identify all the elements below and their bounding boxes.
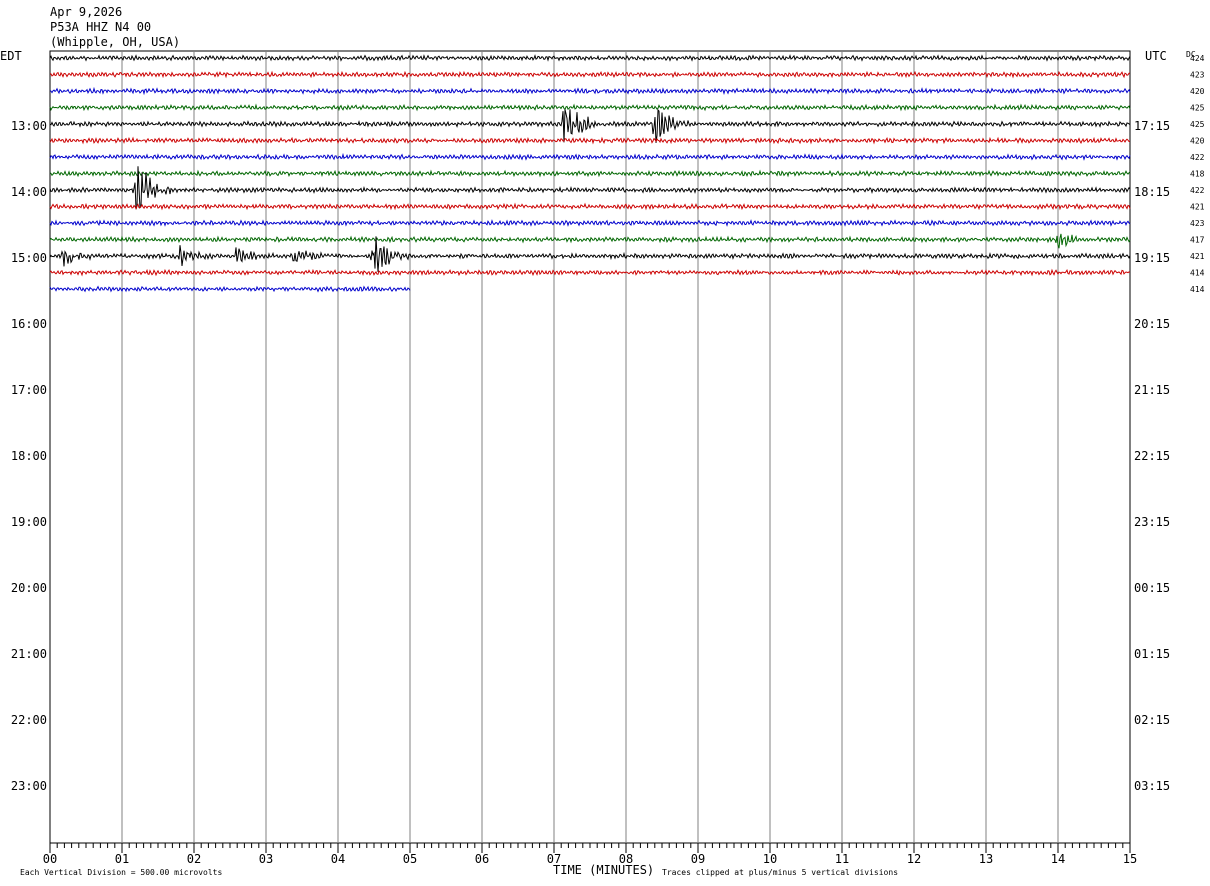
dc-value: 423 (1190, 71, 1205, 80)
utc-hour-label: 21:15 (1134, 383, 1170, 397)
dc-value: 421 (1190, 203, 1205, 212)
dc-value: 425 (1190, 104, 1205, 113)
edt-hour-label: 20:00 (11, 581, 47, 595)
trace-line-14 (49, 268, 1131, 277)
x-tick-label: 15 (1123, 852, 1137, 866)
edt-hour-label: 15:00 (11, 251, 47, 265)
trace-line-1 (49, 54, 1131, 62)
utc-hour-label: 19:15 (1134, 251, 1170, 265)
x-tick-label: 03 (259, 852, 273, 866)
x-tick-label: 11 (835, 852, 849, 866)
x-tick-label: 07 (547, 852, 561, 866)
edt-label: EDT (0, 49, 22, 63)
trace-line-3 (49, 86, 1131, 96)
x-tick-label: 02 (187, 852, 201, 866)
trace-line-15 (49, 285, 411, 293)
x-tick-label: 10 (763, 852, 777, 866)
x-tick-label: 00 (43, 852, 57, 866)
utc-hour-label: 02:15 (1134, 713, 1170, 727)
edt-hour-label: 13:00 (11, 119, 47, 133)
trace-line-4 (49, 103, 1131, 112)
edt-hour-label: 17:00 (11, 383, 47, 397)
trace-line-7 (49, 152, 1131, 161)
utc-hour-label: 00:15 (1134, 581, 1170, 595)
edt-hour-label: 22:00 (11, 713, 47, 727)
utc-hour-label: 01:15 (1134, 647, 1170, 661)
x-axis: 00 01 02 03 04 05 06 07 08 09 10 11 12 13 14 15 (43, 843, 1137, 866)
dc-values: 424 423 420 425 425 420 422 418 422 421 423 417 421 4… (1190, 54, 1205, 294)
x-tick-label: 05 (403, 852, 417, 866)
trace-line-13 (49, 236, 1131, 272)
dc-value: 414 (1190, 285, 1205, 294)
plot-frame (49, 50, 1131, 844)
clip-note: Traces clipped at plus/minus 5 vertical … (662, 868, 898, 877)
dc-value: 414 (1190, 269, 1205, 278)
header-station: P53A HHZ N4 00 (50, 20, 151, 34)
utc-hour-label: 22:15 (1134, 449, 1170, 463)
x-tick-label: 12 (907, 852, 921, 866)
x-tick-label: 09 (691, 852, 705, 866)
dc-value: 417 (1190, 236, 1205, 245)
edt-hour-label: 19:00 (11, 515, 47, 529)
dc-label: DC (1186, 50, 1196, 59)
edt-hour-label: 18:00 (11, 449, 47, 463)
trace-line-11 (49, 219, 1131, 227)
dc-value: 423 (1190, 219, 1205, 228)
utc-hour-label: 17:15 (1134, 119, 1170, 133)
x-axis-title: TIME (MINUTES) (553, 863, 654, 877)
trace-line-2 (49, 70, 1131, 79)
dc-value: 424 (1190, 54, 1205, 63)
x-tick-label: 08 (619, 852, 633, 866)
edt-hour-label: 16:00 (11, 317, 47, 331)
x-tick-label: 06 (475, 852, 489, 866)
grid-lines (121, 51, 1059, 843)
dc-value: 418 (1190, 170, 1205, 179)
trace-line-10 (49, 202, 1131, 211)
dc-value: 422 (1190, 186, 1205, 195)
edt-hour-label: 21:00 (11, 647, 47, 661)
header-location: (Whipple, OH, USA) (50, 35, 180, 49)
trace-line-6 (49, 136, 1131, 145)
dc-value: 420 (1190, 137, 1205, 146)
x-tick-label: 01 (115, 852, 129, 866)
trace-line-5 (49, 108, 1131, 143)
utc-hour-label: 20:15 (1134, 317, 1170, 331)
scale-note: Each Vertical Division = 500.00 microvol… (20, 868, 222, 877)
trace-line-12 (49, 233, 1131, 249)
utc-hour-label: 18:15 (1134, 185, 1170, 199)
x-tick-label: 14 (1051, 852, 1065, 866)
dc-value: 425 (1190, 120, 1205, 129)
hour-labels: 13:00 17:15 14:00 18:15 15:00 19:15 16:00 20:15… (11, 119, 1170, 793)
trace-group (49, 54, 1131, 293)
dc-value: 421 (1190, 252, 1205, 261)
utc-hour-label: 03:15 (1134, 779, 1170, 793)
utc-label: UTC (1145, 49, 1167, 63)
header-date: Apr 9,2026 (50, 5, 122, 19)
x-tick-label: 04 (331, 852, 345, 866)
utc-hour-label: 23:15 (1134, 515, 1170, 529)
dc-value: 420 (1190, 87, 1205, 96)
edt-hour-label: 14:00 (11, 185, 47, 199)
dc-value: 422 (1190, 153, 1205, 162)
x-tick-label: 13 (979, 852, 993, 866)
trace-line-8 (49, 169, 1131, 178)
trace-line-9 (49, 166, 1131, 210)
edt-hour-label: 23:00 (11, 779, 47, 793)
